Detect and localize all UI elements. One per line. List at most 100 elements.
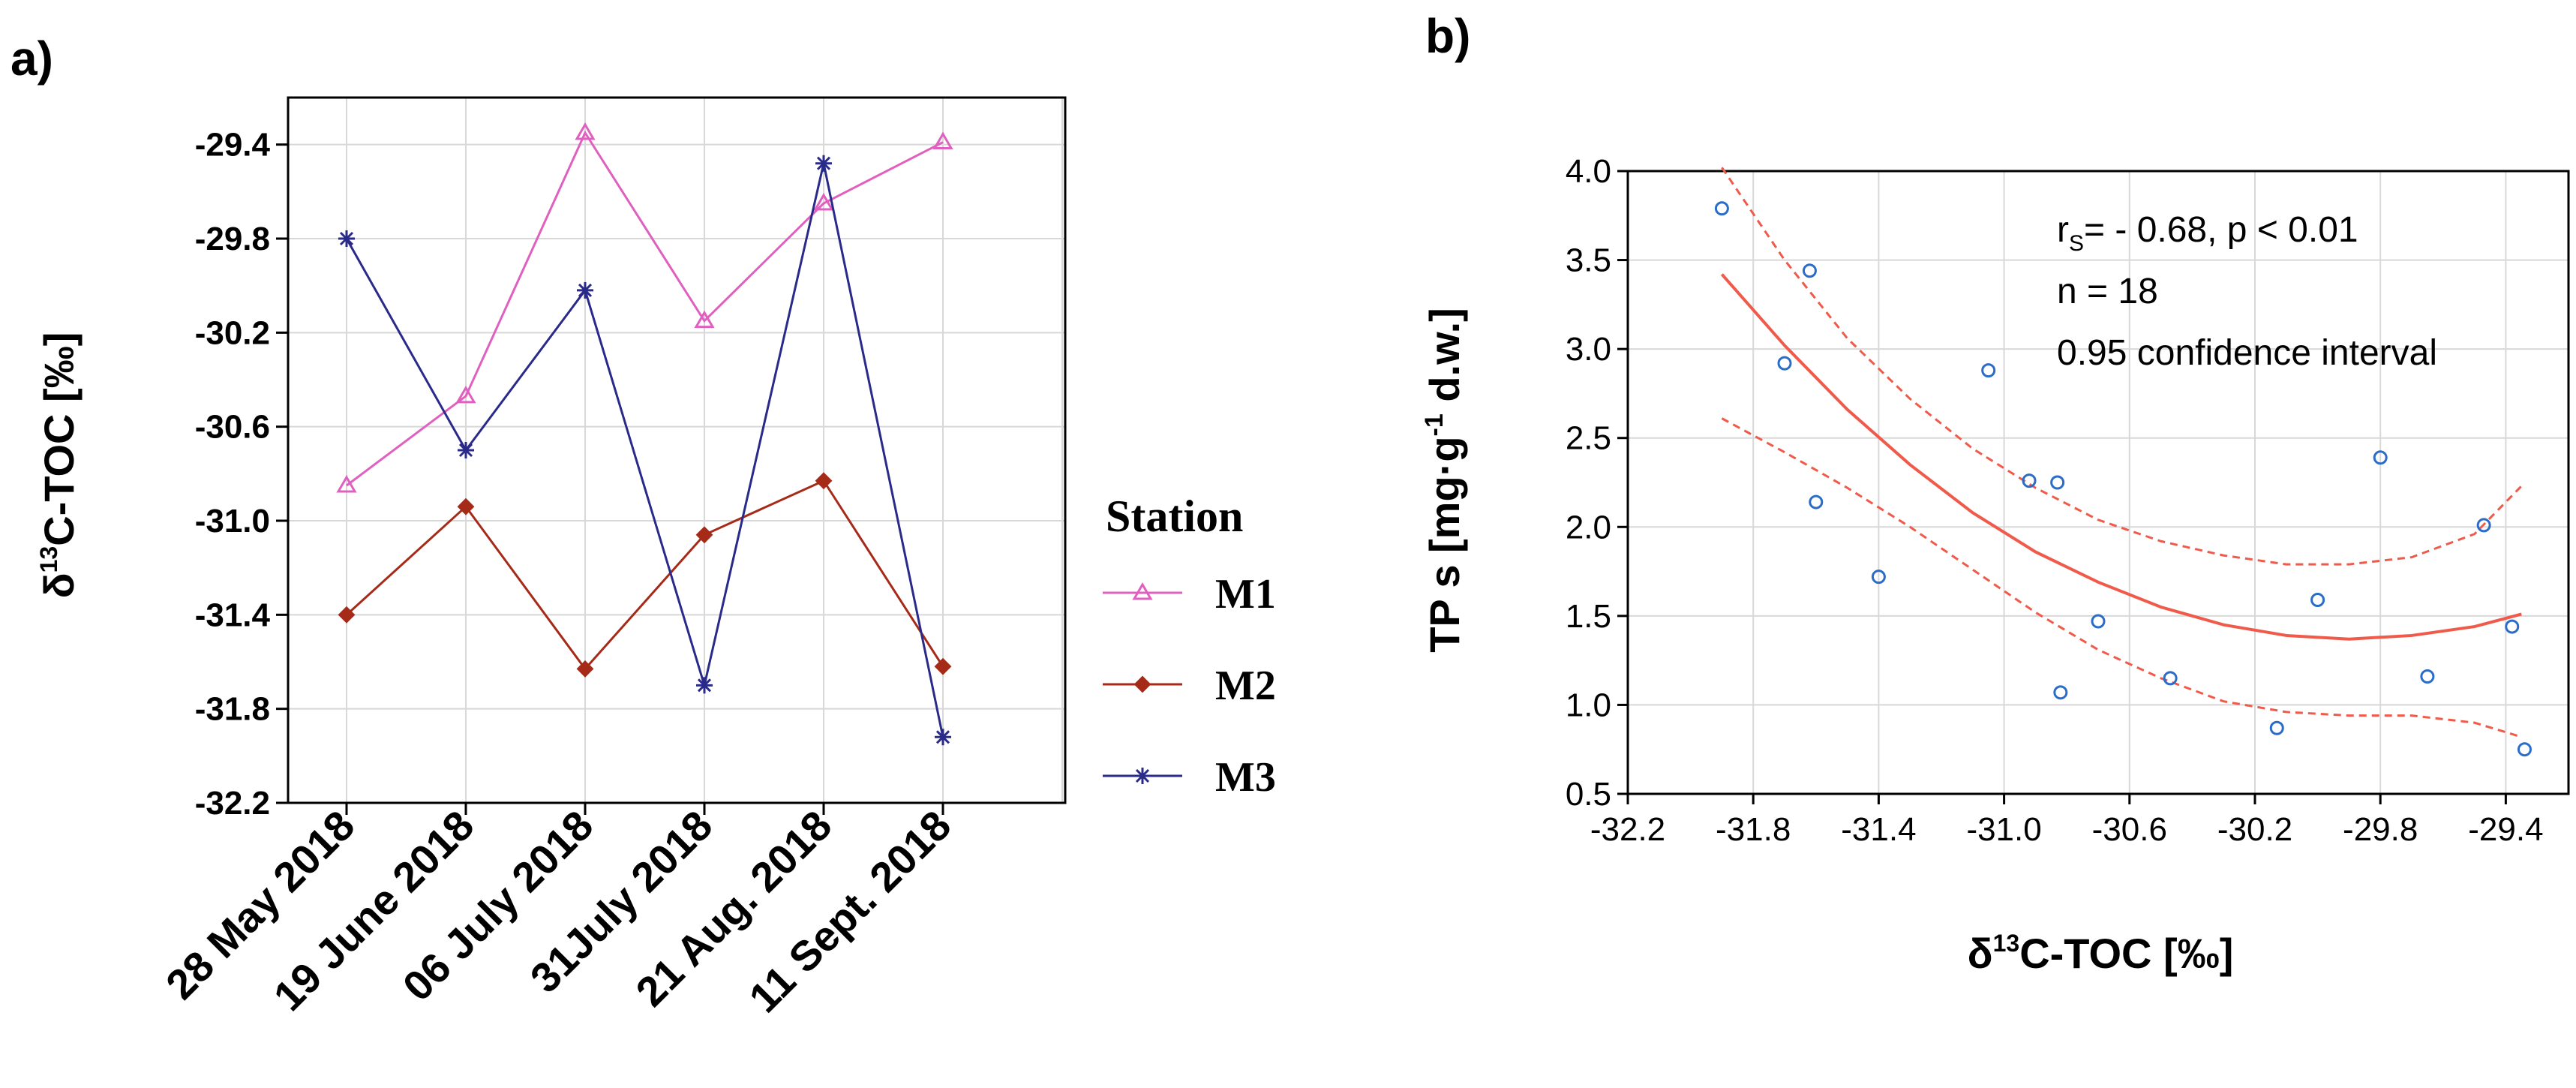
panel-b-plot-frame xyxy=(1626,170,2570,795)
data-point xyxy=(696,677,713,694)
y-tick-label: -31.4 xyxy=(195,597,271,633)
data-point xyxy=(458,442,474,458)
panel-a-y-ticks: -29.4 -29.8 -30.2 -30.6 -31.0 -31.4 -31.8 -32.2 xyxy=(195,127,288,822)
y-tick-label: 2.0 xyxy=(1566,509,1611,546)
data-point xyxy=(338,230,355,247)
series-line xyxy=(346,130,944,487)
scatter-point xyxy=(1871,570,1886,585)
series-m2 xyxy=(338,472,952,678)
regression-fit-line xyxy=(1720,273,2522,641)
x-tick-label: -29.8 xyxy=(2343,811,2418,848)
panel-a-grid xyxy=(288,98,1065,804)
y-tick-label: -29.8 xyxy=(195,221,270,257)
scatter-point xyxy=(2269,720,2284,735)
annotation-correlation: rS= - 0.68, p < 0.01 xyxy=(2057,210,2358,256)
scatter-point xyxy=(2053,685,2068,700)
x-tick-label: -31.4 xyxy=(1841,811,1916,848)
scatter-point xyxy=(2163,671,2178,686)
x-tick-label: -31.0 xyxy=(1966,811,2041,848)
data-point xyxy=(457,497,475,515)
panel-a-y-axis-title: δ13C-TOC [‰] xyxy=(35,332,83,599)
y-tick-label: 1.5 xyxy=(1566,598,1611,635)
data-point xyxy=(815,472,833,490)
panel-b-grid xyxy=(1627,170,2568,795)
panel-b-x-ticks: -32.2 -31.8 -31.4 -31.0 -30.6 -30.2 -29.8 -29.4 xyxy=(1590,794,2544,848)
legend-label: M1 xyxy=(1215,571,1276,618)
x-tick-label: -29.4 xyxy=(2468,811,2543,848)
data-point xyxy=(455,385,476,404)
series-line xyxy=(345,163,944,738)
data-point xyxy=(338,606,356,624)
annotation-ci: 0.95 confidence interval xyxy=(2057,333,2437,373)
series-m1 xyxy=(336,122,953,493)
data-point xyxy=(336,475,357,493)
data-point xyxy=(935,729,951,746)
scatter-point xyxy=(1981,363,1996,378)
scatter-point xyxy=(2050,475,2065,490)
series-line xyxy=(345,479,944,671)
y-tick-label: 4.0 xyxy=(1566,153,1611,190)
data-point xyxy=(576,660,594,678)
scatter-point xyxy=(1809,494,1824,509)
y-tick-label: -30.6 xyxy=(195,409,270,446)
y-tick-label: 3.5 xyxy=(1566,242,1611,279)
data-point xyxy=(934,657,952,675)
panel-a-plot-frame xyxy=(287,96,1067,804)
x-tick-label: -32.2 xyxy=(1590,811,1665,848)
legend-label: M3 xyxy=(1215,754,1276,801)
y-tick-label: 1.0 xyxy=(1566,687,1611,723)
annotation-n: n = 18 xyxy=(2057,272,2158,311)
legend-item-m1: M1 xyxy=(1103,571,1276,618)
panel-b-y-axis-title: TP s [mg·g-1 d.w.] xyxy=(1420,308,1468,653)
y-tick-label: -30.2 xyxy=(195,314,270,351)
scatter-point xyxy=(2420,669,2435,684)
scatter-point xyxy=(2091,614,2106,629)
scatter-point xyxy=(2517,742,2532,757)
data-point xyxy=(695,526,713,544)
scatter-point xyxy=(1714,201,1729,216)
data-point xyxy=(932,131,953,150)
scatter-point xyxy=(2310,593,2325,608)
series-m3 xyxy=(338,155,951,746)
panel-b-label: b) xyxy=(1425,9,1470,63)
x-tick-label: 11 Sept. 2018 xyxy=(740,801,959,1021)
scatter-point xyxy=(2476,518,2491,533)
ci-upper-line xyxy=(1721,167,2523,566)
y-tick-label: 0.5 xyxy=(1566,776,1611,813)
y-tick-label: -31.0 xyxy=(195,503,270,539)
x-tick-label: -31.8 xyxy=(1716,811,1791,848)
scatter-point xyxy=(2505,619,2520,634)
scatter-point xyxy=(2022,473,2037,488)
data-point xyxy=(577,281,593,299)
y-tick-label: -32.2 xyxy=(195,785,270,822)
scatter-point xyxy=(1777,356,1792,371)
y-tick-label: -31.8 xyxy=(195,691,270,728)
legend-swatch-marker xyxy=(1132,582,1153,600)
panel-b-fit-curves xyxy=(1720,167,2523,738)
legend-title: Station xyxy=(1106,491,1243,541)
panel-a-legend: Station M1 M2 M3 xyxy=(1103,491,1276,801)
data-point xyxy=(813,193,834,211)
y-tick-label: -29.4 xyxy=(195,127,271,164)
x-tick-label: -30.2 xyxy=(2217,811,2292,848)
scatter-point xyxy=(1802,263,1817,278)
legend-swatch-marker xyxy=(1134,768,1151,784)
y-tick-label: 3.0 xyxy=(1566,331,1611,368)
legend-swatch-marker xyxy=(1133,675,1151,693)
legend-items: M1 M2 M3 xyxy=(1103,571,1276,801)
legend-label: M2 xyxy=(1215,663,1276,709)
panel-a-label: a) xyxy=(11,32,53,86)
legend-item-m2: M2 xyxy=(1103,663,1276,709)
scatter-point xyxy=(2373,450,2388,465)
legend-item-m3: M3 xyxy=(1103,754,1276,801)
data-point xyxy=(575,122,596,140)
panel-b-points xyxy=(1714,201,2532,757)
data-point xyxy=(815,155,832,172)
panel-b-annotation: rS= - 0.68, p < 0.01 n = 18 0.95 confide… xyxy=(2057,210,2437,373)
panel-b-y-ticks: 4.0 3.5 3.0 2.5 2.0 1.5 1.0 0.5 xyxy=(1566,153,1628,813)
panel-b-x-axis-title: δ13C-TOC [‰] xyxy=(1968,930,2234,977)
x-tick-label: -30.6 xyxy=(2092,811,2167,848)
ci-lower-line xyxy=(1721,417,2522,738)
